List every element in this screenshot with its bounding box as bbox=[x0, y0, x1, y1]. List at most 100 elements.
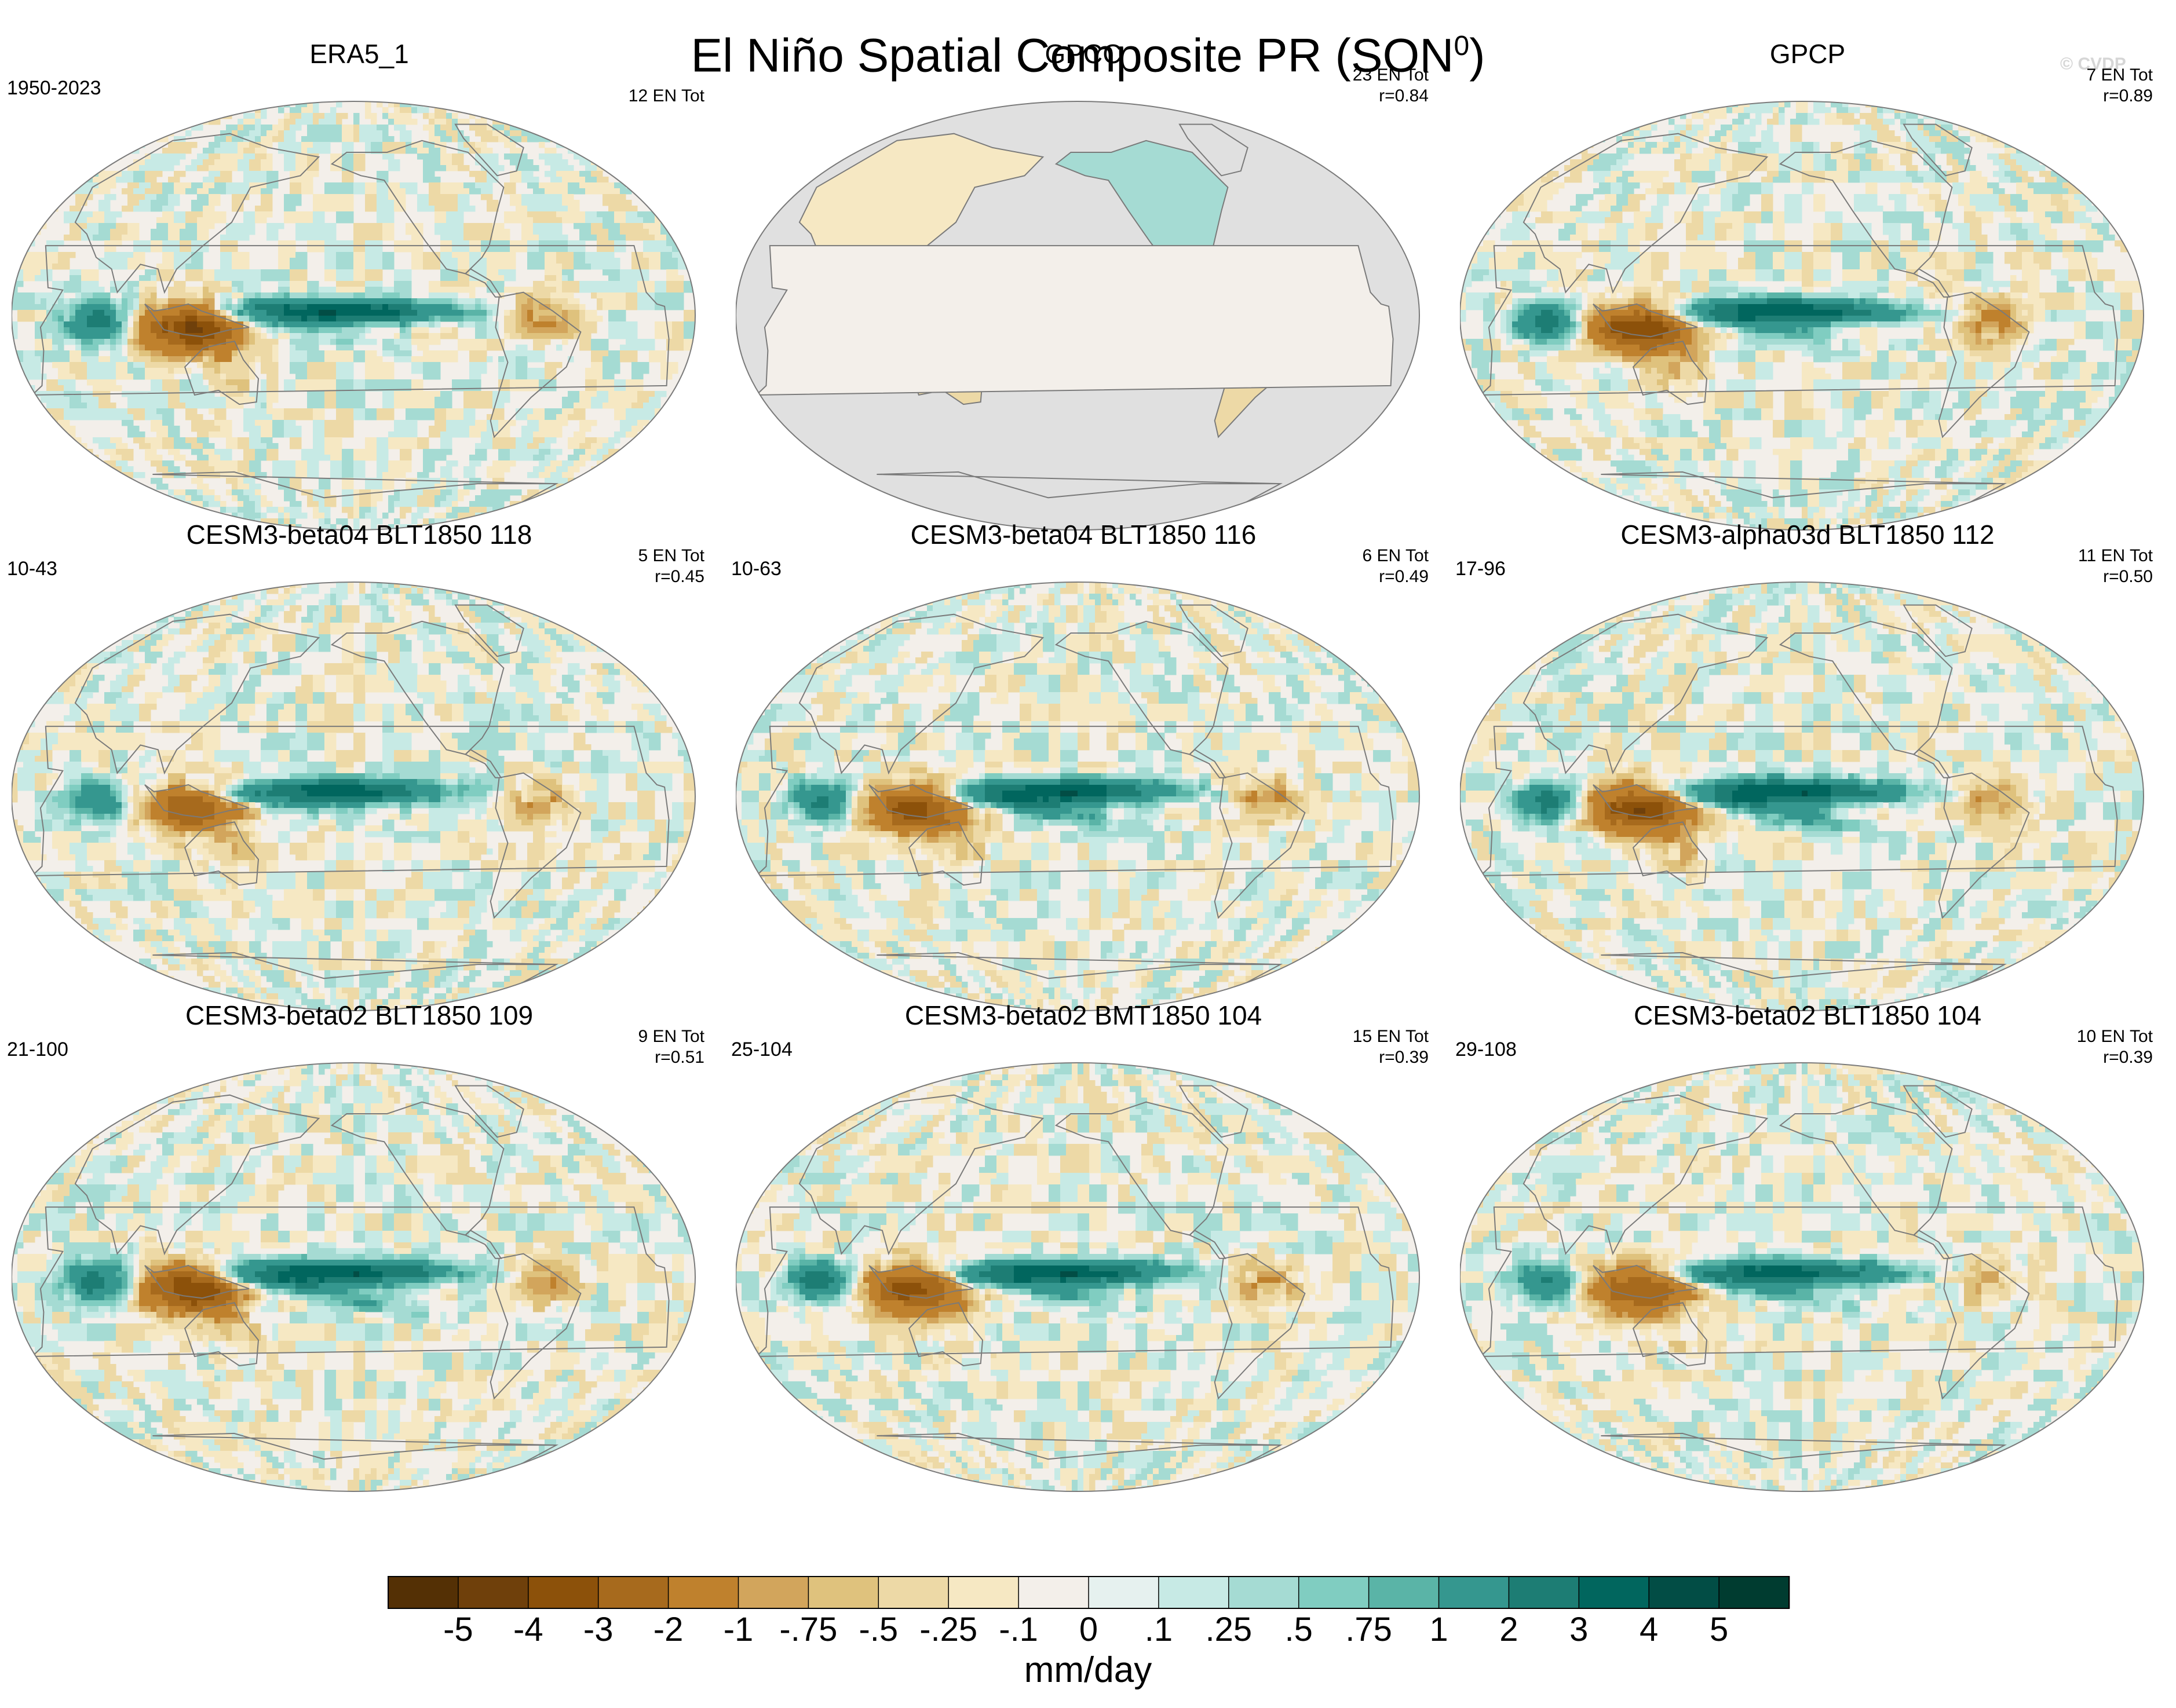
coastline-africa-e bbox=[755, 1206, 1394, 1358]
map-border bbox=[1460, 101, 2144, 531]
panel-events: 15 EN Tot bbox=[1353, 1026, 1429, 1047]
map-panel-b04-118: CESM3-beta04 BLT1850 118 10-43 5 EN Tot r=0… bbox=[7, 498, 707, 1031]
colorbar-tick-label: 1 bbox=[1404, 1610, 1474, 1649]
map-panel-gpcc: GPCC 23 EN Tot r=0.84 bbox=[736, 17, 1431, 550]
panel-event-count: 7 EN Tot r=0.89 bbox=[2086, 65, 2153, 107]
coastline-africa-e bbox=[31, 245, 670, 396]
map-gpcc bbox=[736, 101, 1420, 531]
coastline-africa-e bbox=[755, 245, 1394, 396]
panel-correlation: r=0.84 bbox=[1353, 86, 1429, 107]
coastline-africa-e bbox=[755, 726, 1394, 877]
colorbar-frame bbox=[388, 1576, 1790, 1609]
map-border bbox=[1460, 581, 2144, 1011]
colorbar-tick-label: -.75 bbox=[773, 1610, 843, 1649]
coastline-s-america bbox=[1214, 772, 1306, 919]
colorbar-swatch bbox=[1368, 1576, 1440, 1609]
panel-event-count: 11 EN Tot r=0.50 bbox=[2078, 546, 2153, 587]
coastline-asia bbox=[1523, 613, 1769, 775]
colorbar-tick-label: -.25 bbox=[914, 1610, 983, 1649]
coastline-africa-e bbox=[31, 1206, 670, 1358]
map-panel-b02-109: CESM3-beta02 BLT1850 109 21-100 9 EN Tot r=… bbox=[7, 979, 707, 1512]
panel-correlation: r=0.89 bbox=[2086, 86, 2153, 107]
map-b02-bmt104 bbox=[736, 1062, 1420, 1492]
colorbar-swatch bbox=[1718, 1576, 1790, 1609]
panel-events: 7 EN Tot bbox=[2086, 65, 2153, 86]
colorbar-tick-label: 4 bbox=[1614, 1610, 1684, 1649]
map-panel-b04-116: CESM3-beta04 BLT1850 116 10-63 6 EN Tot r=0… bbox=[731, 498, 1431, 1031]
map-a03d-112 bbox=[1460, 581, 2144, 1011]
coastline-asia bbox=[74, 133, 320, 294]
coastline-indonesia bbox=[868, 1264, 974, 1299]
map-b04-116 bbox=[736, 581, 1420, 1011]
panel-years: 25-104 bbox=[731, 1038, 793, 1061]
figure-title-superscript: 0 bbox=[1454, 31, 1470, 61]
map-panel-gpcp: GPCP 7 EN Tot r=0.89 bbox=[1460, 17, 2155, 550]
panel-events: 23 EN Tot bbox=[1353, 65, 1429, 86]
panel-years: 10-63 bbox=[731, 558, 782, 580]
panel-title: CESM3-beta02 BMT1850 104 bbox=[736, 1000, 1431, 1030]
map-border bbox=[12, 101, 696, 531]
coastline-greenland bbox=[454, 604, 524, 657]
coastline-greenland bbox=[1903, 123, 1973, 177]
colorbar-tick-label: .25 bbox=[1194, 1610, 1264, 1649]
watermark: © CVDP bbox=[2060, 54, 2126, 74]
map-border bbox=[12, 1062, 696, 1492]
coastline-s-america bbox=[1938, 1253, 2030, 1400]
coastline-indonesia bbox=[144, 1264, 250, 1299]
colorbar-tick-label: -1 bbox=[704, 1610, 773, 1649]
colorbar-tick-label: -4 bbox=[494, 1610, 563, 1649]
coastline-indonesia bbox=[868, 784, 974, 818]
coastline-greenland bbox=[1178, 604, 1248, 657]
map-b04-118 bbox=[12, 581, 696, 1011]
figure-title-text: El Niño Spatial Composite PR (SON bbox=[691, 29, 1454, 82]
colorbar-swatch bbox=[737, 1576, 809, 1609]
colorbar-tick-label: -2 bbox=[634, 1610, 703, 1649]
panel-years: 21-100 bbox=[7, 1038, 68, 1061]
map-panel-b02-blt104: CESM3-beta02 BLT1850 104 29-108 10 EN Tot r… bbox=[1455, 979, 2155, 1512]
panel-title: ERA5_1 bbox=[12, 39, 707, 69]
panel-title: CESM3-alpha03d BLT1850 112 bbox=[1460, 520, 2155, 550]
coastline-greenland bbox=[1178, 1085, 1248, 1138]
coastline-s-america bbox=[1938, 772, 2030, 919]
colorbar-tick-label: 3 bbox=[1544, 1610, 1613, 1649]
map-b02-blt104 bbox=[1460, 1062, 2144, 1492]
map-border bbox=[12, 581, 696, 1011]
colorbar-tick-label: .75 bbox=[1334, 1610, 1404, 1649]
panel-title: CESM3-beta04 BLT1850 116 bbox=[736, 520, 1431, 550]
coastline-greenland bbox=[454, 1085, 524, 1138]
colorbar-swatch bbox=[878, 1576, 950, 1609]
panel-title: CESM3-beta04 BLT1850 118 bbox=[12, 520, 707, 550]
colorbar-tick-label: 5 bbox=[1684, 1610, 1754, 1649]
coastline-asia bbox=[74, 613, 320, 775]
colorbar-swatch bbox=[1508, 1576, 1580, 1609]
colorbar-swatch bbox=[1088, 1576, 1160, 1609]
coastline-asia bbox=[74, 1094, 320, 1256]
panel-title: GPCP bbox=[1460, 39, 2155, 69]
coastline-greenland bbox=[454, 123, 524, 177]
coastline-greenland bbox=[1178, 123, 1248, 177]
colorbar-swatch bbox=[388, 1576, 459, 1609]
panel-years: 17-96 bbox=[1455, 558, 1506, 580]
coastline-indonesia bbox=[144, 784, 250, 818]
panel-correlation: r=0.49 bbox=[1362, 566, 1429, 587]
colorbar-swatch bbox=[1228, 1576, 1300, 1609]
panel-events: 12 EN Tot bbox=[629, 86, 704, 107]
panel-correlation: r=0.50 bbox=[2078, 566, 2153, 587]
colorbar-tick-label: 0 bbox=[1054, 1610, 1123, 1649]
colorbar-tick-label: -.5 bbox=[844, 1610, 913, 1649]
map-border bbox=[736, 581, 1420, 1011]
coastline-s-america bbox=[490, 772, 582, 919]
colorbar-swatch bbox=[1438, 1576, 1510, 1609]
map-panel-b02-bmt104: CESM3-beta02 BMT1850 104 25-104 15 EN Tot r… bbox=[731, 979, 1431, 1512]
colorbar-swatch bbox=[1578, 1576, 1650, 1609]
coastline-asia bbox=[1523, 133, 1769, 294]
colorbar-tick-label: .1 bbox=[1124, 1610, 1193, 1649]
coastline-africa-e bbox=[1479, 1206, 2118, 1358]
colorbar-swatch bbox=[1298, 1576, 1370, 1609]
map-gpcp bbox=[1460, 101, 2144, 531]
coastline-africa-e bbox=[1479, 245, 2118, 396]
figure-title: El Niño Spatial Composite PR (SON0) bbox=[0, 17, 2176, 85]
coastline-asia bbox=[1523, 1094, 1769, 1256]
map-era5 bbox=[12, 101, 696, 531]
coastline-n-america bbox=[330, 620, 505, 755]
